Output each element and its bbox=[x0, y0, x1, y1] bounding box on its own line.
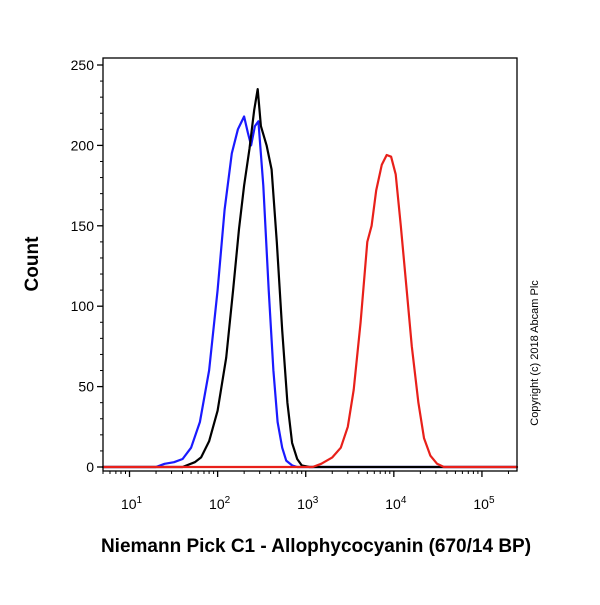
series-line-1 bbox=[101, 115, 519, 469]
x-tick-label: 102 bbox=[209, 495, 231, 512]
series-line-3 bbox=[101, 153, 519, 469]
plot-frame bbox=[102, 57, 518, 472]
y-tick-label: 50 bbox=[78, 379, 94, 395]
x-tick-label: 101 bbox=[121, 495, 143, 512]
x-axis-title: Niemann Pick C1 - Allophycocyanin (670/1… bbox=[101, 536, 531, 557]
x-tick-label: 105 bbox=[473, 495, 495, 512]
copyright-annotation: Copyright (c) 2018 Abcam Plc bbox=[529, 280, 541, 426]
x-tick-label: 103 bbox=[297, 495, 319, 512]
y-axis-title: Count bbox=[22, 236, 43, 292]
y-tick-label: 150 bbox=[71, 218, 95, 234]
series-line-2 bbox=[101, 87, 519, 469]
tick-layer: 0 50 100 150 200 250 101 102 103 104 105 bbox=[71, 57, 509, 512]
y-tick-label: 250 bbox=[71, 57, 95, 73]
y-tick-label: 0 bbox=[86, 459, 94, 475]
y-tick-label: 200 bbox=[71, 137, 95, 153]
series-layer bbox=[101, 87, 519, 469]
x-tick-label: 104 bbox=[385, 495, 407, 512]
y-tick-label: 100 bbox=[71, 298, 95, 314]
